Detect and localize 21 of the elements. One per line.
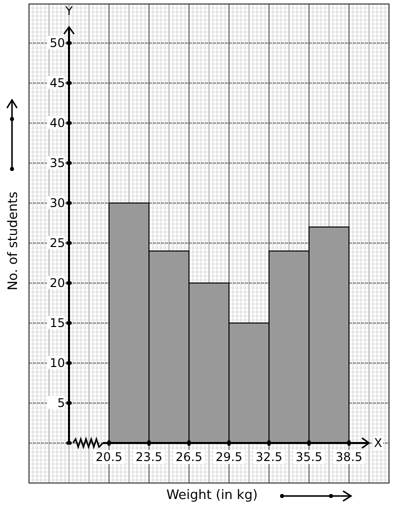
y-tick-label: 10 <box>50 356 65 370</box>
x-tick-label: 23.5 <box>136 450 162 464</box>
y-tick-label: 20 <box>50 276 65 290</box>
text: X <box>374 436 382 450</box>
x-axis-title: Weight (in kg) <box>166 488 258 503</box>
x-tick-label: 29.5 <box>216 450 242 464</box>
y-tick-label: 15 <box>50 316 65 330</box>
x-tick-label: 20.5 <box>96 450 122 464</box>
text: Y <box>64 4 74 18</box>
y-tick-label: 50 <box>50 36 65 50</box>
y-tick-label: 30 <box>50 196 65 210</box>
y-tick-label: 40 <box>50 116 65 130</box>
y-tick-label: 5 <box>57 396 65 410</box>
x-tick-label: 38.5 <box>336 450 362 464</box>
y-tick-label: 45 <box>50 76 65 90</box>
x-tick-label: 35.5 <box>296 450 322 464</box>
y-axis-title: No. of students <box>6 191 21 290</box>
x-tick-label: 32.5 <box>256 450 282 464</box>
y-tick-label: 35 <box>50 156 65 170</box>
x-tick-label: 26.5 <box>176 450 202 464</box>
y-tick-label: 25 <box>50 236 65 250</box>
